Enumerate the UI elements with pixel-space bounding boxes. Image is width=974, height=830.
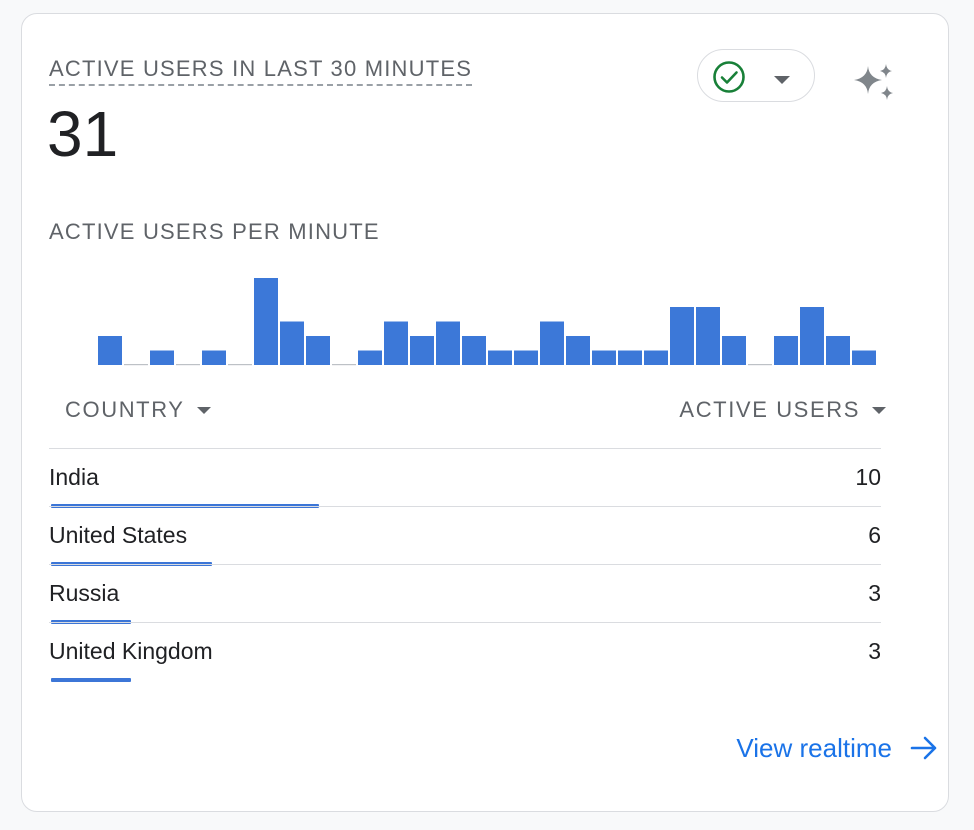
country-users: 10: [855, 464, 881, 490]
country-name: Russia: [49, 580, 120, 606]
chart-bar: [670, 307, 694, 365]
view-realtime-label: View realtime: [736, 733, 892, 763]
active-users-card: [21, 13, 949, 812]
chart-bar: [488, 350, 512, 365]
chart-bar: [306, 336, 330, 365]
country-name: United Kingdom: [49, 638, 213, 664]
chart-subtitle: ACTIVE USERS PER MINUTE: [49, 219, 380, 244]
chart-bar: [774, 336, 798, 365]
chart-bar: [592, 350, 616, 365]
sparkle-icon[interactable]: [848, 50, 898, 115]
chart-bar: [358, 350, 382, 365]
country-users: 3: [868, 580, 881, 606]
country-table: India 10 United States 6 Russia 3 United…: [49, 448, 881, 682]
active-users-per-minute-chart: [98, 278, 876, 366]
active-users-count: 31: [47, 98, 119, 170]
caret-down-icon: [196, 406, 211, 414]
chart-bar: [384, 321, 408, 365]
chart-bar: [462, 336, 486, 365]
chart-bar-zero: [228, 364, 252, 366]
card-title[interactable]: ACTIVE USERS IN LAST 30 MINUTES: [49, 56, 473, 86]
country-name: United States: [49, 522, 188, 548]
chart-bar: [540, 321, 564, 365]
chart-bar: [514, 350, 538, 365]
chart-bar-zero: [748, 364, 772, 366]
chart-bar: [98, 336, 122, 365]
share-bar: [51, 678, 131, 682]
chart-bar: [254, 278, 278, 365]
arrow-right-icon: [910, 736, 937, 760]
chart-bar: [722, 336, 746, 365]
chart-bar: [852, 350, 876, 365]
table-row: Russia 3: [49, 564, 881, 624]
chart-bar: [826, 336, 850, 365]
chart-bar: [202, 350, 226, 365]
chart-bar: [150, 350, 174, 365]
chart-bar: [644, 350, 668, 365]
country-header-label: COUNTRY: [65, 397, 185, 422]
chart-bar-zero: [176, 364, 200, 366]
table-row: United Kingdom 3: [49, 622, 881, 682]
chart-bar: [280, 321, 304, 365]
status-dropdown[interactable]: [697, 49, 815, 102]
chart-bar: [436, 321, 460, 365]
chart-bar: [618, 350, 642, 365]
chart-bar: [410, 336, 434, 365]
chart-bar: [566, 336, 590, 365]
country-name: India: [49, 464, 99, 490]
chart-bar: [696, 307, 720, 365]
caret-down-icon: [872, 406, 886, 414]
active-users-header-label: ACTIVE USERS: [679, 397, 860, 422]
country-users: 3: [868, 638, 881, 664]
chart-bar-zero: [124, 364, 148, 366]
check-circle-icon: [712, 60, 746, 99]
table-row: United States 6: [49, 506, 881, 566]
active-users-column-header[interactable]: ACTIVE USERS: [679, 397, 886, 423]
table-row: India 10: [49, 448, 881, 508]
chevron-down-icon: [774, 72, 790, 90]
chart-bar-zero: [332, 364, 356, 366]
chart-bar: [800, 307, 824, 365]
view-realtime-link[interactable]: View realtime: [736, 733, 938, 763]
country-column-header[interactable]: COUNTRY: [65, 397, 211, 423]
country-users: 6: [868, 522, 881, 548]
